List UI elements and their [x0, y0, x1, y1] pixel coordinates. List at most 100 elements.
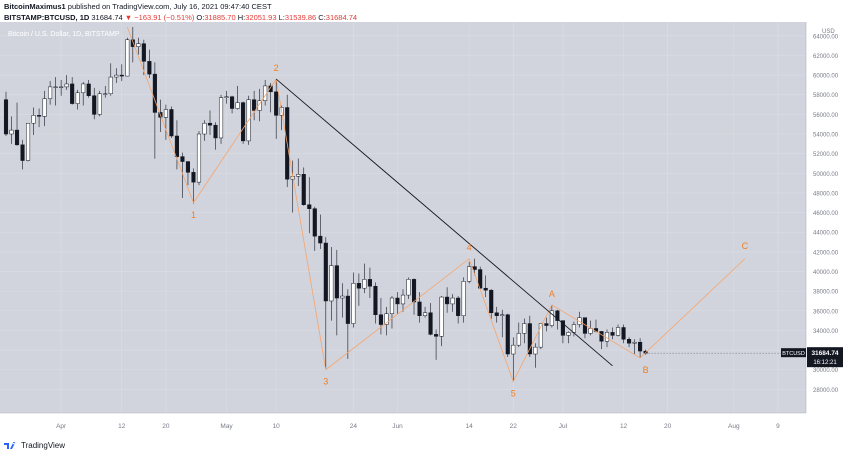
candle: [301, 167, 306, 206]
candle: [450, 294, 455, 312]
candle: [511, 337, 516, 382]
candle-body: [610, 332, 615, 336]
candle: [373, 282, 378, 324]
candle: [174, 120, 179, 170]
candle: [224, 90, 229, 104]
candle-body: [505, 314, 510, 355]
candle-body: [64, 83, 69, 88]
candle-body: [196, 133, 202, 183]
candle: [362, 263, 367, 294]
candle: [334, 249, 339, 336]
candle-body: [202, 122, 207, 135]
candle: [235, 85, 240, 110]
candle: [59, 80, 64, 96]
candle-body: [42, 98, 47, 117]
descending-trendline[interactable]: [275, 78, 613, 367]
x-tick-label: Jun: [392, 423, 403, 430]
candle: [42, 90, 47, 127]
author-name[interactable]: BitcoinMaximus1: [4, 2, 66, 11]
low-label: L:: [278, 13, 285, 22]
candle: [48, 80, 53, 105]
candle: [97, 90, 102, 117]
candle: [566, 331, 571, 344]
candle: [428, 302, 433, 336]
candle: [64, 75, 69, 90]
candle: [169, 106, 174, 138]
y-tick-label: 28000.00: [813, 388, 839, 394]
x-tick-label: 9: [776, 423, 780, 430]
y-tick-label: 60000.00: [813, 74, 839, 80]
candle: [125, 37, 130, 77]
candle: [384, 306, 389, 336]
candle-body: [312, 208, 317, 237]
candle: [323, 237, 328, 370]
candle-body: [467, 266, 472, 282]
candle: [92, 87, 97, 120]
candle-body: [125, 39, 130, 77]
candle-body: [141, 43, 146, 62]
candle: [20, 139, 25, 170]
candle: [560, 320, 565, 344]
time-axis[interactable]: Apr 12 20 May 10 24 Jun 14 22 Jul 12 20 Aug 9: [0, 412, 806, 430]
candle: [86, 80, 91, 98]
candle-body: [445, 296, 450, 305]
candle: [411, 278, 417, 315]
x-tick-label: 12: [118, 423, 126, 430]
candle-body: [323, 242, 328, 302]
candle-body: [604, 332, 610, 342]
candle-body: [114, 74, 119, 78]
candle: [296, 158, 301, 187]
price-tag: BTCUSD 31684.74 16:12:21: [645, 347, 843, 368]
candle-body: [3, 99, 9, 135]
candle: [130, 26, 135, 63]
tradingview-logo-icon: [4, 442, 16, 449]
candle-body: [301, 174, 306, 205]
candle: [108, 63, 113, 96]
price-change: ▼ −163.91 (−0.51%): [124, 13, 195, 22]
published-info: published on TradingView.com, July 16, 2…: [67, 2, 272, 11]
candle: [378, 298, 383, 335]
candle-body: [478, 269, 483, 289]
candle-body: [450, 297, 455, 305]
candle: [202, 120, 207, 141]
y-tick-label: 36000.00: [813, 309, 839, 315]
x-tick-label: 20: [664, 423, 672, 430]
candle-body: [400, 294, 406, 305]
brand-name[interactable]: TradingView: [21, 441, 66, 450]
candle: [400, 289, 406, 312]
candle-body: [108, 76, 113, 95]
candle: [627, 337, 632, 348]
y-tick-label: 44000.00: [813, 231, 839, 237]
candle-body: [75, 92, 80, 104]
symbol-tag-box: [781, 348, 806, 358]
candle-body: [26, 122, 31, 161]
candle: [191, 168, 196, 204]
candle: [621, 324, 626, 344]
candle: [185, 161, 191, 186]
candle-body: [345, 295, 350, 324]
symbol-tag-label: BTCUSD: [782, 351, 805, 357]
candle-body: [389, 297, 395, 314]
close-value: 31684.74: [325, 13, 358, 22]
candle: [81, 81, 86, 106]
wave-label: A: [549, 289, 555, 299]
x-tick-label: Jul: [559, 423, 568, 430]
footer: TradingView: [4, 441, 65, 450]
candle-body: [207, 122, 213, 126]
last-price: 31684.74: [91, 13, 123, 22]
y-tick-label: 34000.00: [813, 329, 839, 335]
x-tick-label: 14: [466, 423, 474, 430]
y-axis-unit-label: USD: [822, 29, 835, 35]
candle-body: [373, 285, 378, 315]
candle-body: [59, 86, 64, 88]
y-tick-label: 56000.00: [813, 113, 839, 119]
candle: [163, 104, 168, 140]
candle-body: [500, 314, 505, 316]
candles: [3, 26, 648, 382]
candle-body: [406, 279, 411, 296]
y-tick-label: 46000.00: [813, 211, 839, 217]
candle: [141, 39, 146, 76]
candle-body: [152, 73, 157, 113]
candle-body: [86, 83, 91, 96]
